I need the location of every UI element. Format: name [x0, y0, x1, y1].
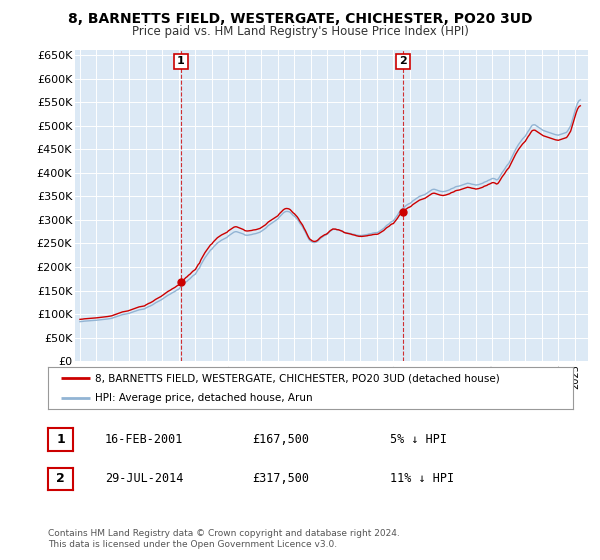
Text: 11% ↓ HPI: 11% ↓ HPI — [390, 472, 454, 486]
Text: Contains HM Land Registry data © Crown copyright and database right 2024.
This d: Contains HM Land Registry data © Crown c… — [48, 529, 400, 549]
Text: 29-JUL-2014: 29-JUL-2014 — [105, 472, 184, 486]
Text: 16-FEB-2001: 16-FEB-2001 — [105, 433, 184, 446]
Text: £317,500: £317,500 — [252, 472, 309, 486]
Text: 2: 2 — [56, 472, 65, 486]
Text: HPI: Average price, detached house, Arun: HPI: Average price, detached house, Arun — [95, 393, 313, 403]
Text: 8, BARNETTS FIELD, WESTERGATE, CHICHESTER, PO20 3UD (detached house): 8, BARNETTS FIELD, WESTERGATE, CHICHESTE… — [95, 373, 500, 383]
Text: 1: 1 — [56, 433, 65, 446]
Text: Price paid vs. HM Land Registry's House Price Index (HPI): Price paid vs. HM Land Registry's House … — [131, 25, 469, 38]
Text: £167,500: £167,500 — [252, 433, 309, 446]
Text: 8, BARNETTS FIELD, WESTERGATE, CHICHESTER, PO20 3UD: 8, BARNETTS FIELD, WESTERGATE, CHICHESTE… — [68, 12, 532, 26]
Text: 2: 2 — [399, 56, 407, 66]
Text: 1: 1 — [177, 56, 185, 66]
Text: 5% ↓ HPI: 5% ↓ HPI — [390, 433, 447, 446]
